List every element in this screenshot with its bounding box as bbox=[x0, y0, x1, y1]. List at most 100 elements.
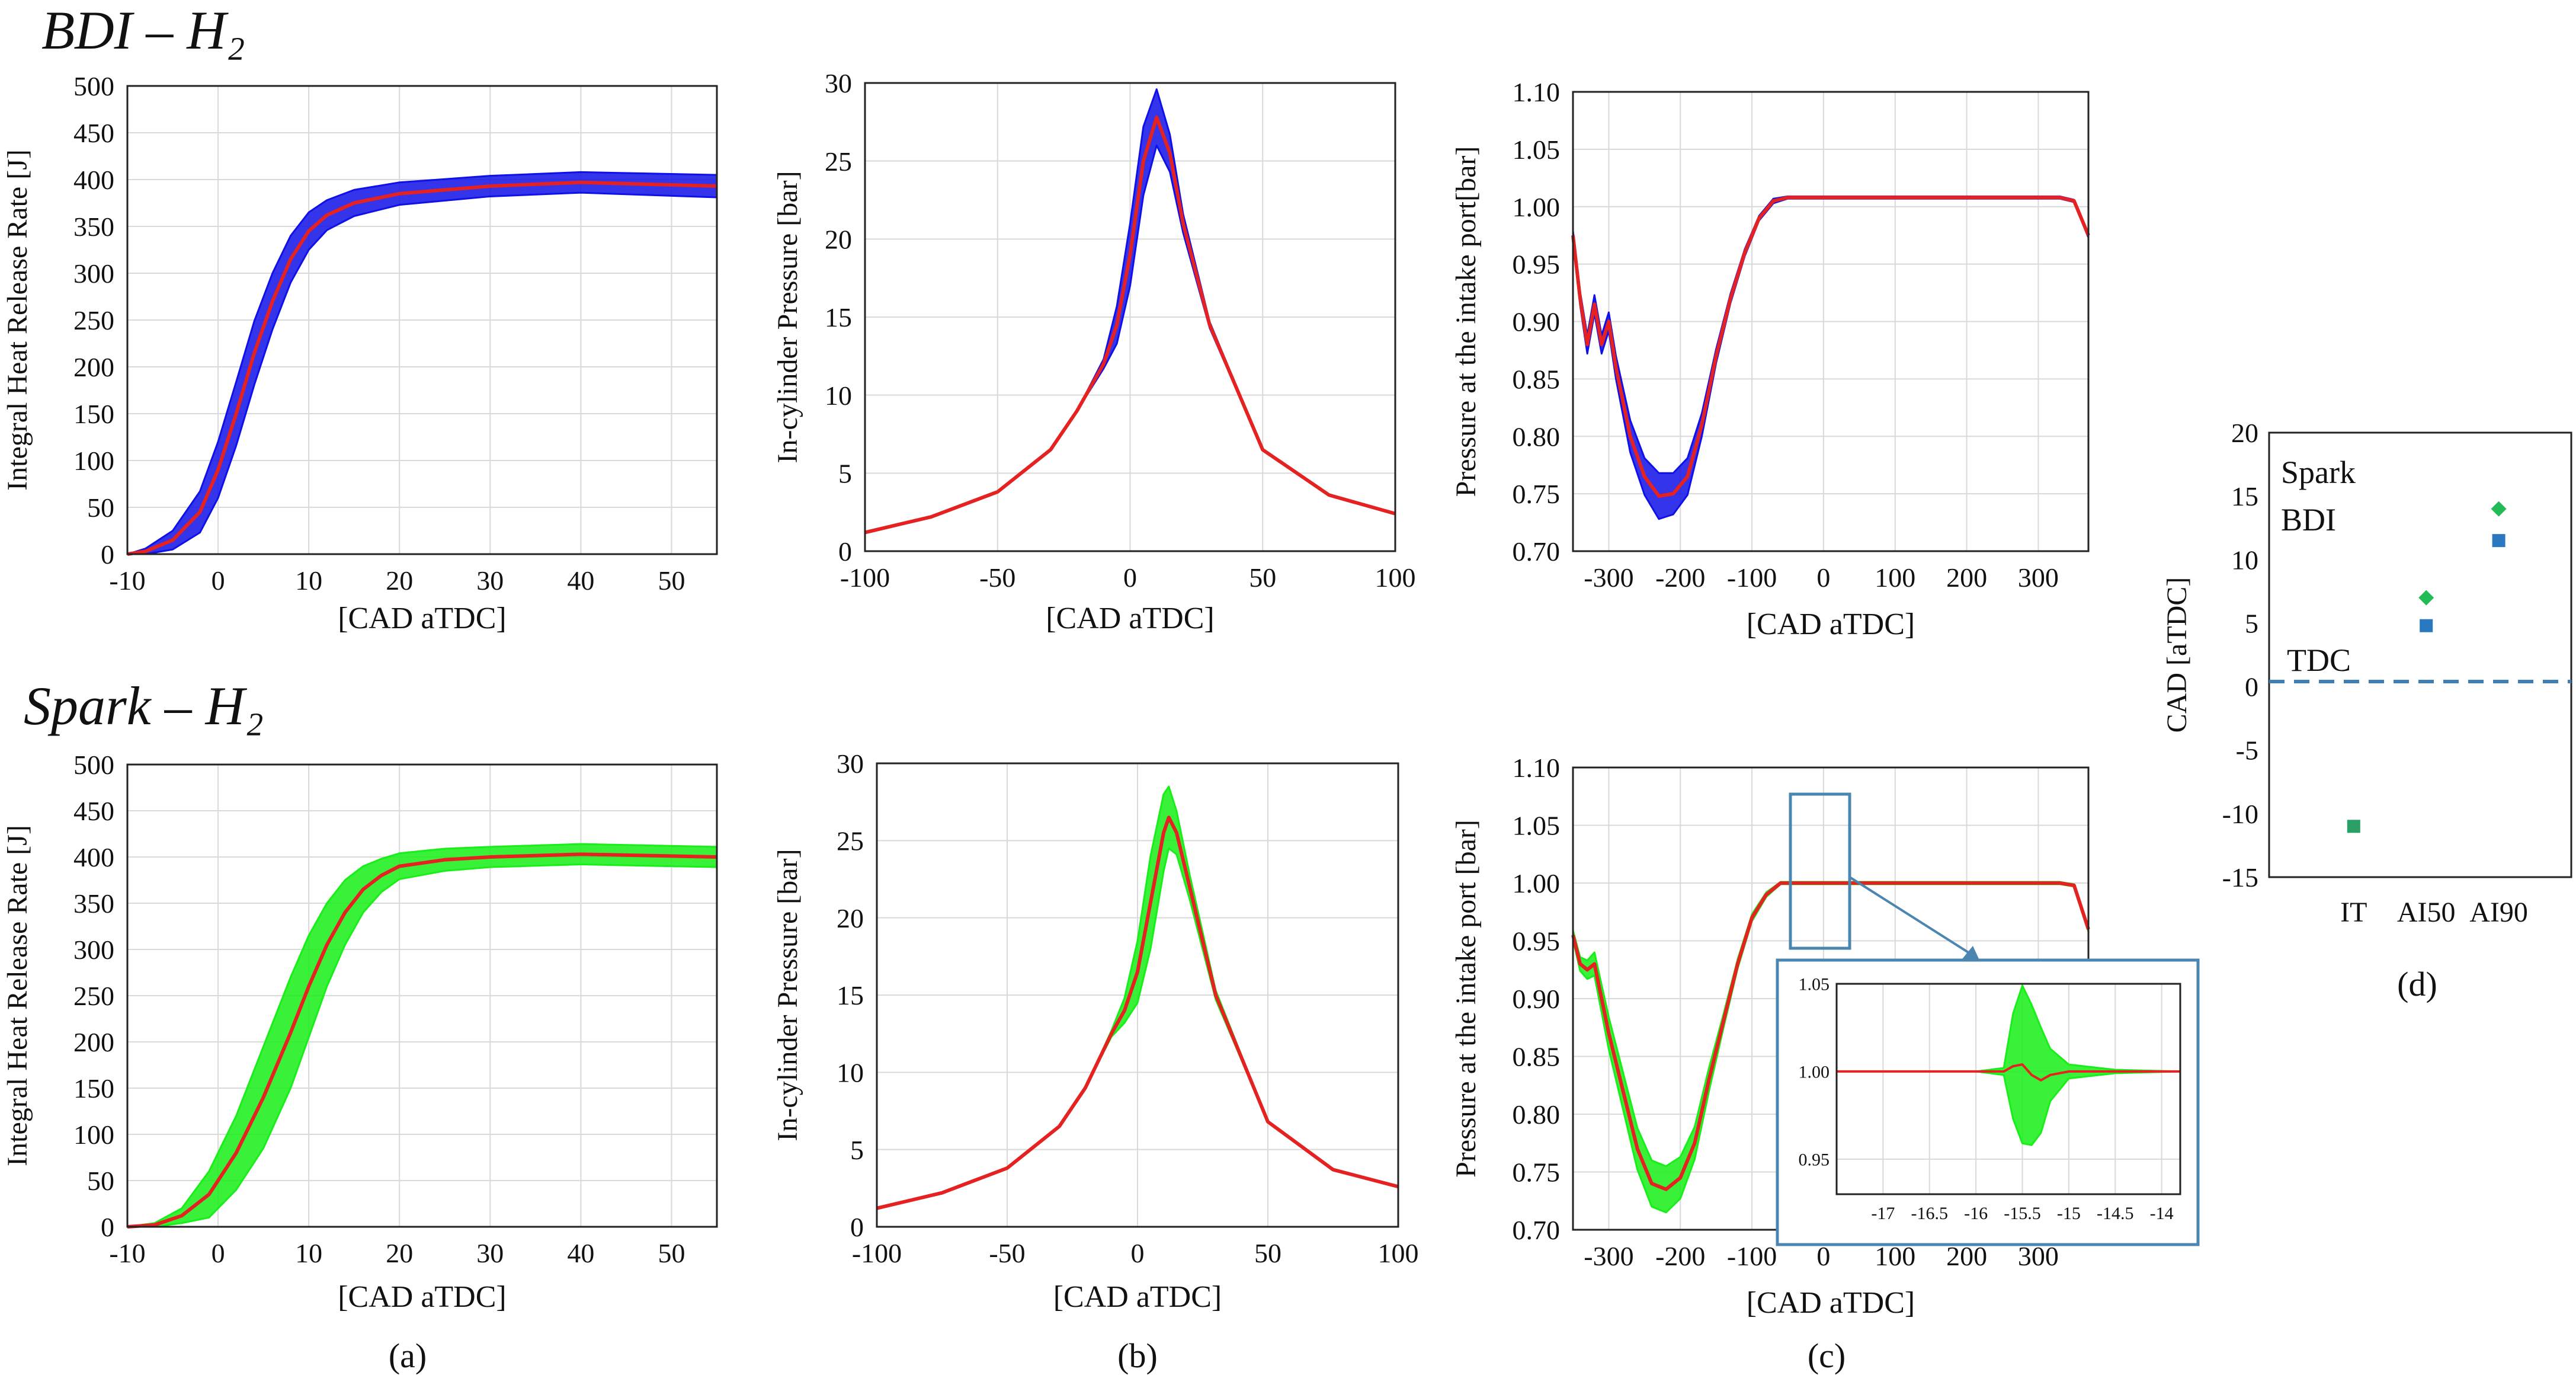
y-tick-label: 0.70 bbox=[1513, 536, 1561, 567]
x-tick-label: 20 bbox=[386, 565, 413, 596]
y-tick-label: 100 bbox=[73, 1120, 114, 1150]
y-tick-label: 1.10 bbox=[1513, 77, 1561, 107]
plot-frame bbox=[126, 85, 718, 555]
x-tick-label: 50 bbox=[1249, 562, 1276, 593]
data-point-spark-ai90 bbox=[2491, 501, 2507, 517]
x-tick-label: 50 bbox=[658, 565, 685, 596]
y-tick-label: -15 bbox=[2222, 862, 2258, 893]
x-axis-label: [CAD aTDC] bbox=[1747, 1286, 1915, 1320]
x-tick-label: 300 bbox=[2018, 562, 2059, 593]
bdi-row-title: BDI – H₂ bbox=[41, 0, 245, 60]
x-tick-label: -16 bbox=[1964, 1204, 1988, 1223]
y-tick-label: 300 bbox=[73, 935, 114, 965]
x-axis-label: [CAD aTDC] bbox=[1046, 602, 1215, 635]
x-tick-label: -100 bbox=[852, 1238, 902, 1268]
y-tick-label: 400 bbox=[73, 842, 114, 872]
x-tick-label: 100 bbox=[1375, 562, 1416, 593]
x-tick-label: -300 bbox=[1584, 562, 1633, 593]
y-tick-label: 200 bbox=[73, 1027, 114, 1057]
y-tick-label: -10 bbox=[2222, 799, 2258, 829]
y-axis-label: In-cylinder Pressure [bar] bbox=[772, 849, 803, 1141]
x-tick-label: 10 bbox=[295, 565, 322, 596]
x-tick-label: -10 bbox=[109, 565, 145, 596]
mean-line bbox=[127, 852, 717, 1229]
plot-frame bbox=[1572, 91, 2090, 552]
y-tick-label: 15 bbox=[2231, 481, 2258, 511]
chart-spark-pressure: -100 -50 0 50 100 0 5 10 15 20 25 30 [CAD aTDC] In-cy… bbox=[772, 749, 1419, 1314]
mean-line bbox=[876, 815, 1399, 1210]
caption-b: (b) bbox=[1117, 1336, 1158, 1375]
x-tick-label: 100 bbox=[1875, 562, 1915, 593]
y-tick-label: 0 bbox=[2245, 672, 2258, 702]
x-tick-label: AI50 bbox=[2397, 897, 2456, 928]
y-tick-label: 0.95 bbox=[1513, 250, 1561, 280]
legend-entry: Spark bbox=[2281, 455, 2356, 490]
cycle-envelope bbox=[1572, 195, 2090, 520]
tdc-annotation: TDC bbox=[2287, 642, 2351, 678]
x-tick-label: 0 bbox=[1816, 1241, 1830, 1271]
caption-c: (c) bbox=[1808, 1336, 1846, 1375]
x-tick-label: -17 bbox=[1871, 1204, 1895, 1223]
zoom-region-box bbox=[1789, 792, 1851, 950]
x-tick-label: 40 bbox=[567, 1238, 594, 1268]
x-tick-label: -10 bbox=[109, 1238, 145, 1268]
zoom-connector bbox=[1848, 876, 1977, 958]
y-tick-label: 0 bbox=[838, 536, 852, 567]
chart-bdi-pressure: -100 -50 0 50 100 0 5 10 15 20 25 30 [CAD aTDC] In-cy… bbox=[772, 68, 1416, 635]
data-point-it-it bbox=[2347, 820, 2360, 833]
y-tick-label: 1.10 bbox=[1513, 753, 1561, 783]
y-tick-label: 20 bbox=[2231, 418, 2258, 448]
chart-panels: -10 0 10 20 30 40 5005010015020025030035040045… bbox=[2, 68, 2572, 1320]
x-tick-label: -15 bbox=[2057, 1204, 2081, 1223]
x-tick-label: -15.5 bbox=[2004, 1204, 2041, 1223]
y-tick-label: 30 bbox=[825, 68, 852, 98]
mean-line bbox=[127, 180, 717, 556]
data-point-bdi-ai90 bbox=[2492, 534, 2505, 548]
y-tick-label: 1.05 bbox=[1799, 975, 1830, 994]
y-tick-label: 20 bbox=[837, 903, 864, 933]
y-tick-label: 30 bbox=[837, 749, 864, 779]
x-tick-label: 100 bbox=[1378, 1238, 1419, 1268]
x-tick-label: IT bbox=[2340, 897, 2367, 928]
cycle-envelope bbox=[126, 843, 718, 1228]
y-tick-label: 0.80 bbox=[1513, 1099, 1561, 1130]
caption-a: (a) bbox=[389, 1336, 427, 1375]
y-axis-label: In-cylinder Pressure [bar] bbox=[772, 171, 803, 463]
x-axis-label: [CAD aTDC] bbox=[338, 1280, 507, 1314]
y-tick-label: 5 bbox=[838, 458, 852, 488]
y-tick-label: 15 bbox=[837, 980, 864, 1010]
plot-frame bbox=[864, 82, 1396, 552]
y-tick-label: 350 bbox=[73, 888, 114, 919]
y-tick-label: 5 bbox=[850, 1135, 864, 1165]
x-axis-label: [CAD aTDC] bbox=[1053, 1280, 1222, 1314]
x-tick-label: 200 bbox=[1946, 562, 1987, 593]
x-tick-label: 0 bbox=[1131, 1238, 1145, 1268]
legend-entry: BDI bbox=[2281, 502, 2336, 538]
x-tick-label: -100 bbox=[1727, 562, 1777, 593]
x-tick-label: 0 bbox=[1816, 562, 1830, 593]
x-tick-label: -300 bbox=[1584, 1241, 1633, 1271]
y-tick-label: 0.85 bbox=[1513, 364, 1561, 394]
y-tick-label: 1.00 bbox=[1799, 1062, 1830, 1082]
x-tick-label: -100 bbox=[840, 562, 890, 593]
mean-line bbox=[864, 115, 1396, 535]
y-tick-label: 350 bbox=[73, 212, 114, 242]
y-tick-label: 300 bbox=[73, 258, 114, 289]
y-tick-label: 0.95 bbox=[1513, 926, 1561, 957]
x-tick-label: 0 bbox=[212, 565, 225, 596]
y-tick-label: 150 bbox=[73, 1073, 114, 1104]
y-tick-label: 450 bbox=[73, 796, 114, 826]
x-tick-label: 50 bbox=[658, 1238, 685, 1268]
y-tick-label: 0 bbox=[101, 539, 114, 570]
x-axis-label: [CAD aTDC] bbox=[1747, 607, 1915, 641]
zoom-callout bbox=[1789, 792, 1980, 961]
x-tick-label: -16.5 bbox=[1911, 1204, 1949, 1223]
y-tick-label: 50 bbox=[87, 492, 114, 523]
y-tick-label: 0.90 bbox=[1513, 984, 1561, 1014]
x-tick-label: -14.5 bbox=[2097, 1204, 2134, 1223]
x-tick-label: 20 bbox=[386, 1238, 413, 1268]
x-tick-label: 0 bbox=[1123, 562, 1137, 593]
y-tick-label: 100 bbox=[73, 446, 114, 476]
y-tick-label: 200 bbox=[73, 352, 114, 382]
